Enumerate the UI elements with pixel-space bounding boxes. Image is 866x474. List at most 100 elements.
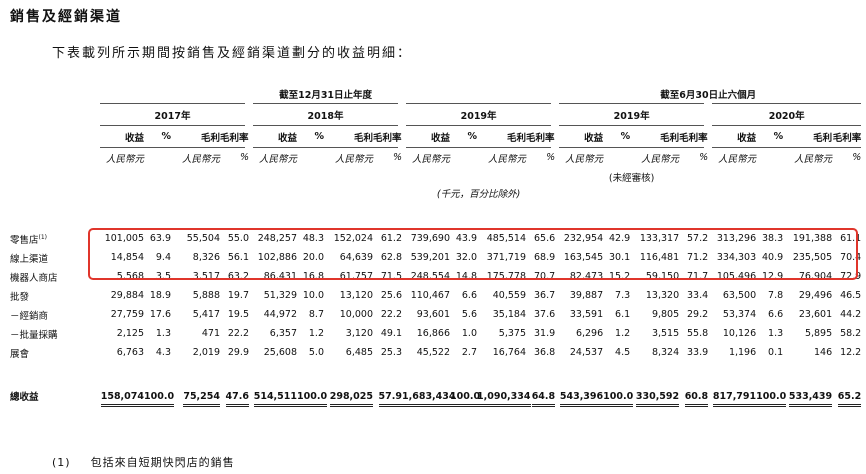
data-cell: 17.6 xyxy=(149,309,171,320)
period-header: 2019年 xyxy=(397,103,556,126)
data-cell: 14.8 xyxy=(455,271,477,282)
data-cell: 61.2 xyxy=(380,233,402,244)
column-header: 毛利 xyxy=(171,125,220,148)
data-cell: 8.7 xyxy=(308,309,324,320)
data-cell: 45,522 xyxy=(416,347,450,358)
unaudited-note: (未經審核) xyxy=(608,172,655,184)
data-cell: 61,757 xyxy=(339,271,373,282)
column-header: 毛利率 xyxy=(679,125,709,148)
total-cell: 817,791 xyxy=(708,381,757,411)
table-row: 收益% 毛利 毛利率 收益% 毛利 毛利率 收益% 毛利 毛利率 收益% 毛利 毛利率 收益% 毛利 毛利率 xyxy=(8,125,862,148)
table-row: (未經審核) xyxy=(8,167,861,186)
unit-label: % xyxy=(546,152,556,163)
data-cell: 8,326 xyxy=(192,252,220,263)
row-label-text: 線上渠道 xyxy=(10,253,49,265)
table-row: 展會 6,763 4.3 2,019 29.9 25,608 5.0 6,485 25.3 45,… xyxy=(8,343,861,362)
column-header: 毛利率 xyxy=(832,125,862,148)
total-value: 100.0 xyxy=(297,390,328,407)
table-row: 零售店(1) 101,005 63.9 55,504 55.0 248,257 48.3 15… xyxy=(8,229,861,248)
total-cell: 330,592 xyxy=(630,381,680,411)
unit-label: 人民幣元 xyxy=(487,153,526,165)
total-cell: 64.8 xyxy=(526,381,556,411)
column-header: % xyxy=(450,125,477,148)
empty-cell xyxy=(297,148,324,168)
total-cell: 100.0 xyxy=(297,381,328,411)
data-cell: 72.9 xyxy=(840,271,862,282)
column-header: % xyxy=(144,125,171,148)
data-cell: 248,257 xyxy=(257,233,297,244)
data-cell: 6.1 xyxy=(615,309,631,320)
unit-note: (千元，百分比除外) xyxy=(436,189,521,200)
highlight-box xyxy=(88,228,858,280)
data-cell: 37.6 xyxy=(533,309,556,320)
total-cell: 100.0 xyxy=(144,381,175,411)
revenue-table: 截至12月31日止年度 截至6月30日止六個月 2017年 2018年 2019年 201… xyxy=(8,84,862,411)
column-header: 毛利 xyxy=(783,125,833,148)
total-value: 1,090,334 xyxy=(477,390,531,407)
data-cell: 32.0 xyxy=(455,252,477,263)
data-cell: 1.3 xyxy=(155,328,171,339)
data-cell: 10,000 xyxy=(339,309,373,320)
column-header: % xyxy=(297,125,324,148)
total-value: 533,439 xyxy=(788,390,833,407)
unit-label: 人民幣元 xyxy=(718,153,757,165)
data-cell: 25,608 xyxy=(263,347,297,358)
footnote-text: 包括來自短期快閃店的銷售 xyxy=(90,456,235,469)
unit-label: 人民幣元 xyxy=(181,153,220,165)
data-cell: 53,374 xyxy=(722,309,757,320)
data-cell: 1,196 xyxy=(728,347,757,358)
data-cell: 6,485 xyxy=(345,347,373,358)
total-cell: 60.8 xyxy=(679,381,709,411)
data-cell: 55.0 xyxy=(227,233,249,244)
total-cell: 65.2 xyxy=(832,381,862,411)
data-cell: 63.9 xyxy=(149,233,171,244)
total-cell: 1,090,334 xyxy=(477,381,531,411)
unit-label: 人民幣元 xyxy=(794,153,833,165)
column-header: 毛利率 xyxy=(373,125,402,148)
row-label: 線上渠道 xyxy=(8,248,96,267)
data-cell: 36.7 xyxy=(533,290,556,301)
unit-label: 人民幣元 xyxy=(411,153,450,165)
data-cell: 51,329 xyxy=(263,290,297,301)
column-header: 毛利 xyxy=(477,125,526,148)
total-cell: 514,511 xyxy=(249,381,297,411)
unit-label: 人民幣元 xyxy=(641,153,680,165)
data-cell: 5.6 xyxy=(461,309,477,320)
data-cell: 10,126 xyxy=(722,328,757,339)
data-cell: 16,866 xyxy=(416,328,450,339)
data-cell: 3.5 xyxy=(155,271,171,282)
empty-cell xyxy=(96,186,402,210)
data-cell: 33.9 xyxy=(686,347,709,358)
data-cell: 3,120 xyxy=(345,328,373,339)
total-value: 75,254 xyxy=(183,390,220,407)
data-cell: 6.6 xyxy=(768,309,784,320)
total-cell: 158,074 xyxy=(96,381,144,411)
data-cell: 29.9 xyxy=(227,347,249,358)
data-cell: 485,514 xyxy=(486,233,526,244)
data-cell: 31.9 xyxy=(533,328,556,339)
footnote-marker: (1) xyxy=(52,456,71,469)
data-cell: 86,431 xyxy=(263,271,297,282)
data-cell: 63,500 xyxy=(722,290,757,301)
data-cell: 163,545 xyxy=(563,252,604,263)
empty-cell xyxy=(8,104,96,126)
row-label: 機器人商店 xyxy=(8,267,96,286)
data-cell: 58.2 xyxy=(840,328,862,339)
empty-cell xyxy=(8,362,861,381)
data-cell: 30.1 xyxy=(608,252,631,263)
column-header: 毛利率 xyxy=(526,125,556,148)
total-value: 543,396 xyxy=(559,390,604,407)
data-cell: 36.8 xyxy=(533,347,556,358)
table-row: －批量採購 2,125 1.3 471 22.2 6,357 1.2 3,120 49.1 16,… xyxy=(8,324,861,343)
data-cell: 18.9 xyxy=(149,290,171,301)
data-cell: 739,690 xyxy=(410,233,450,244)
total-value: 100.0 xyxy=(756,390,787,407)
empty-cell xyxy=(8,167,96,186)
data-cell: 44,972 xyxy=(263,309,297,320)
data-cell: 2,125 xyxy=(116,328,144,339)
data-cell: 15.2 xyxy=(608,271,631,282)
data-cell: 6,296 xyxy=(575,328,604,339)
data-cell: 24,537 xyxy=(569,347,604,358)
total-value: 330,592 xyxy=(635,390,680,407)
data-cell: 49.1 xyxy=(380,328,402,339)
